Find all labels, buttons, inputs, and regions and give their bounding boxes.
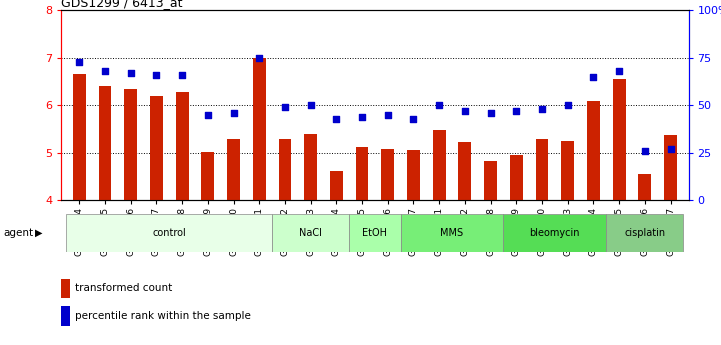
- Point: [305, 102, 317, 108]
- Bar: [407, 150, 420, 200]
- Bar: [433, 130, 446, 200]
- Point: [639, 148, 650, 154]
- Point: [536, 106, 548, 112]
- Point: [74, 59, 85, 64]
- Text: bleomycin: bleomycin: [530, 228, 580, 238]
- Bar: [562, 141, 574, 200]
- Point: [202, 112, 213, 117]
- Text: MMS: MMS: [441, 228, 464, 238]
- Bar: [638, 174, 651, 200]
- Bar: [330, 171, 342, 200]
- Point: [382, 112, 394, 117]
- Bar: [66, 214, 272, 252]
- Bar: [664, 135, 677, 200]
- Bar: [73, 75, 86, 200]
- Point: [485, 110, 496, 116]
- Point: [665, 146, 676, 152]
- Bar: [227, 139, 240, 200]
- Point: [99, 68, 111, 74]
- Point: [459, 108, 471, 114]
- Bar: [355, 147, 368, 200]
- Text: EtOH: EtOH: [363, 228, 387, 238]
- Text: ▶: ▶: [35, 228, 42, 238]
- Bar: [272, 214, 349, 252]
- Bar: [349, 214, 401, 252]
- Bar: [606, 214, 684, 252]
- Point: [433, 102, 445, 108]
- Bar: [304, 134, 317, 200]
- Bar: [381, 149, 394, 200]
- Text: cisplatin: cisplatin: [624, 228, 665, 238]
- Point: [562, 102, 573, 108]
- Bar: [459, 142, 472, 200]
- Bar: [253, 58, 265, 200]
- Bar: [99, 86, 112, 200]
- Bar: [176, 92, 188, 200]
- Point: [279, 104, 291, 110]
- Bar: [613, 79, 626, 200]
- Bar: [124, 89, 137, 200]
- Bar: [150, 96, 163, 200]
- Point: [614, 68, 625, 74]
- Bar: [510, 155, 523, 200]
- Text: control: control: [152, 228, 186, 238]
- Bar: [278, 139, 291, 200]
- Text: NaCl: NaCl: [299, 228, 322, 238]
- Text: GDS1299 / 6413_at: GDS1299 / 6413_at: [61, 0, 183, 9]
- Point: [331, 116, 342, 121]
- Point: [588, 74, 599, 80]
- Bar: [587, 101, 600, 200]
- Text: percentile rank within the sample: percentile rank within the sample: [75, 311, 251, 321]
- Point: [125, 70, 136, 76]
- Bar: [503, 214, 606, 252]
- Point: [151, 72, 162, 78]
- Point: [177, 72, 188, 78]
- Text: agent: agent: [4, 228, 34, 238]
- Point: [407, 116, 419, 121]
- Point: [228, 110, 239, 116]
- Bar: [485, 161, 497, 200]
- Point: [356, 114, 368, 119]
- Bar: [61, 279, 71, 298]
- Point: [510, 108, 522, 114]
- Bar: [401, 214, 503, 252]
- Point: [254, 55, 265, 61]
- Bar: [201, 152, 214, 200]
- Bar: [536, 139, 549, 200]
- Bar: [61, 306, 71, 326]
- Text: transformed count: transformed count: [75, 284, 172, 293]
